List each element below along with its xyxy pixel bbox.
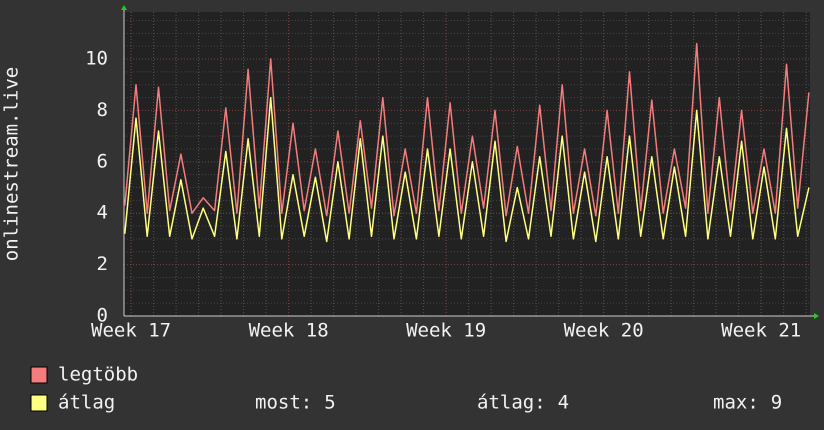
legend-label: legtöbb <box>58 364 138 386</box>
y-tick-label: 2 <box>97 253 108 275</box>
axis-arrow <box>814 313 819 319</box>
x-tick-label: Week 18 <box>249 320 329 342</box>
series-line <box>124 96 810 243</box>
x-tick-label: Week 17 <box>91 320 171 342</box>
y-axis-label: onlinestream.live <box>1 67 23 261</box>
stat-value: 4 <box>558 392 569 414</box>
y-tick-label: 0 <box>97 305 108 327</box>
legend-swatch <box>30 394 48 412</box>
x-tick-label: Week 20 <box>564 320 644 342</box>
y-tick-label: 10 <box>85 48 108 70</box>
stat-label: most: <box>255 392 312 414</box>
stat-label: átlag: <box>477 392 546 414</box>
stat-value: 5 <box>324 392 335 414</box>
series-line <box>124 42 810 217</box>
stat-label: max: <box>713 392 759 414</box>
y-tick-label: 8 <box>97 99 108 121</box>
x-tick-label: Week 19 <box>406 320 486 342</box>
legend-label: átlag <box>58 392 115 414</box>
y-tick-label: 6 <box>97 150 108 172</box>
axis-arrow <box>121 5 127 10</box>
legend-swatch <box>30 366 48 384</box>
y-tick-label: 4 <box>97 202 108 224</box>
x-tick-label: Week 21 <box>721 320 801 342</box>
stat-value: 9 <box>771 392 782 414</box>
